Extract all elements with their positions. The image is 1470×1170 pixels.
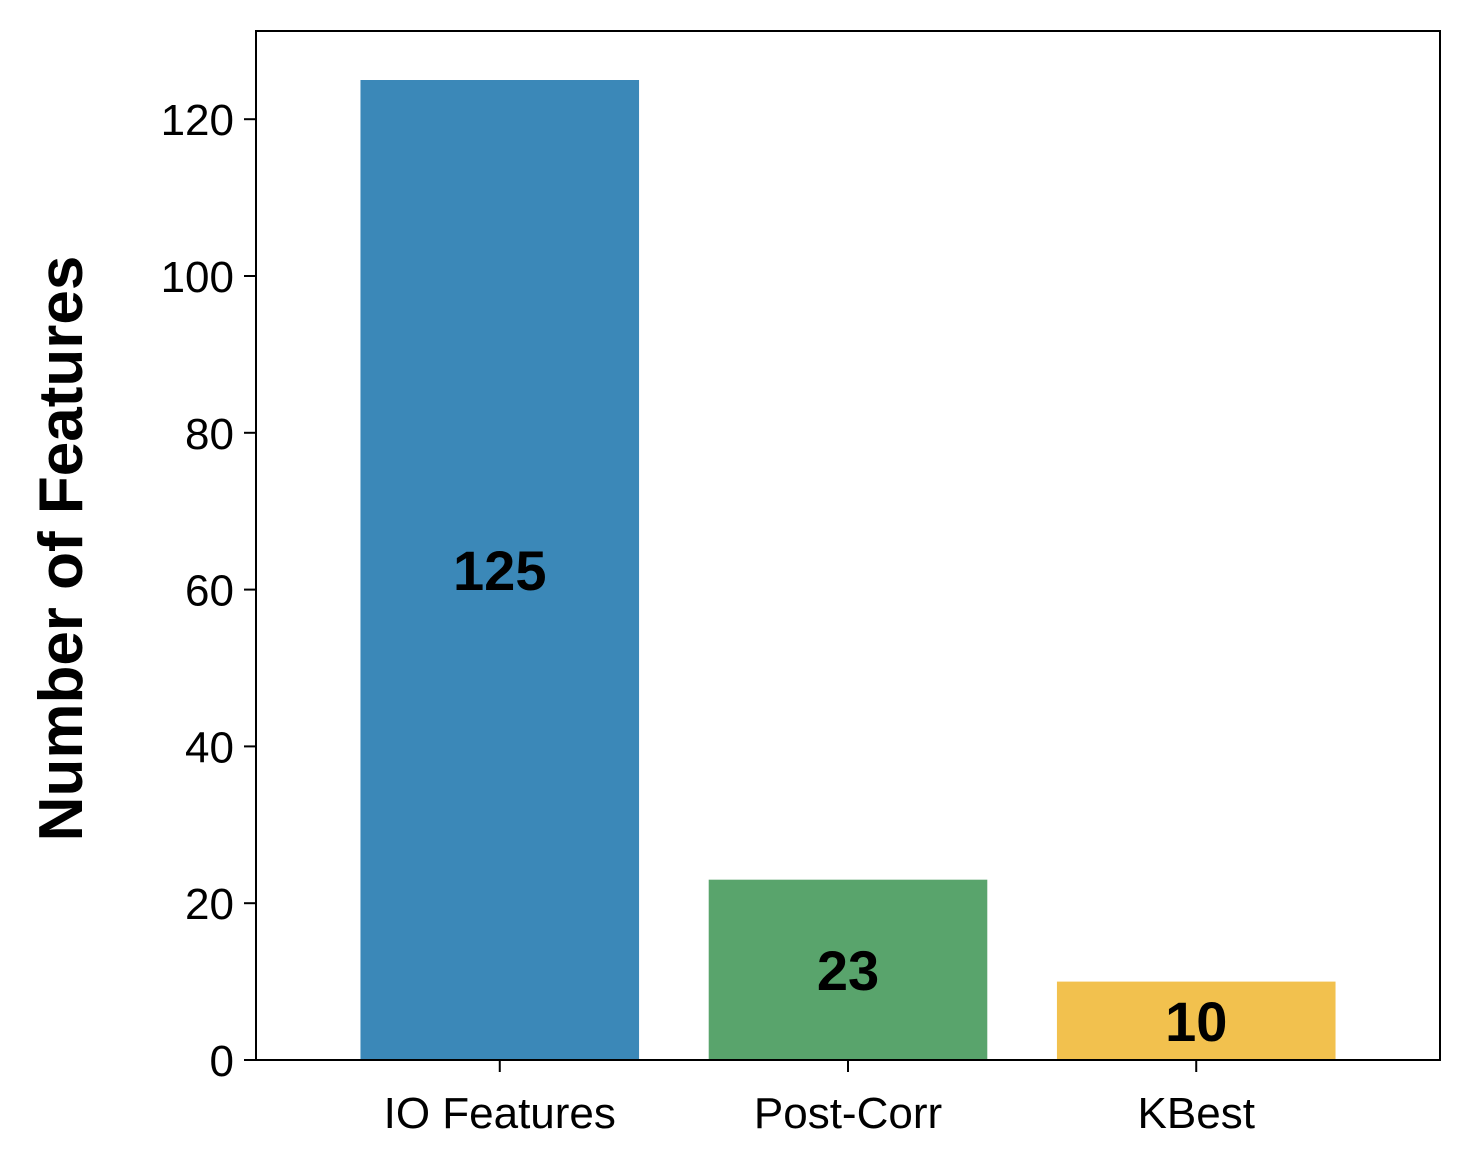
y-tick-label: 80: [185, 410, 234, 459]
y-axis: 0 20 40 60 80 100 120: [161, 96, 256, 1086]
y-tick-label: 20: [185, 880, 234, 929]
bar-value-label: 23: [817, 939, 879, 1002]
x-axis: IO Features Post-Corr KBest: [384, 1060, 1255, 1138]
x-tick-label: IO Features: [384, 1089, 616, 1138]
y-tick-label: 40: [185, 723, 234, 772]
bar-value-label: 125: [453, 539, 546, 602]
y-tick-label: 100: [161, 253, 234, 302]
bars-group: [360, 80, 1336, 1060]
y-tick-label: 0: [210, 1037, 234, 1086]
x-tick-label: Post-Corr: [754, 1089, 942, 1138]
bar-io-features: [360, 80, 640, 1060]
bar-post-corr: [708, 879, 988, 1060]
y-tick-label: 60: [185, 567, 234, 616]
bar-labels-group: 125 23 10: [453, 539, 1227, 1053]
bar-value-label: 10: [1165, 990, 1227, 1053]
bar-kbest: [1056, 981, 1336, 1060]
x-tick-label: KBest: [1138, 1089, 1255, 1138]
y-tick-label: 120: [161, 96, 234, 145]
y-axis-title: Number of Features: [27, 256, 96, 842]
